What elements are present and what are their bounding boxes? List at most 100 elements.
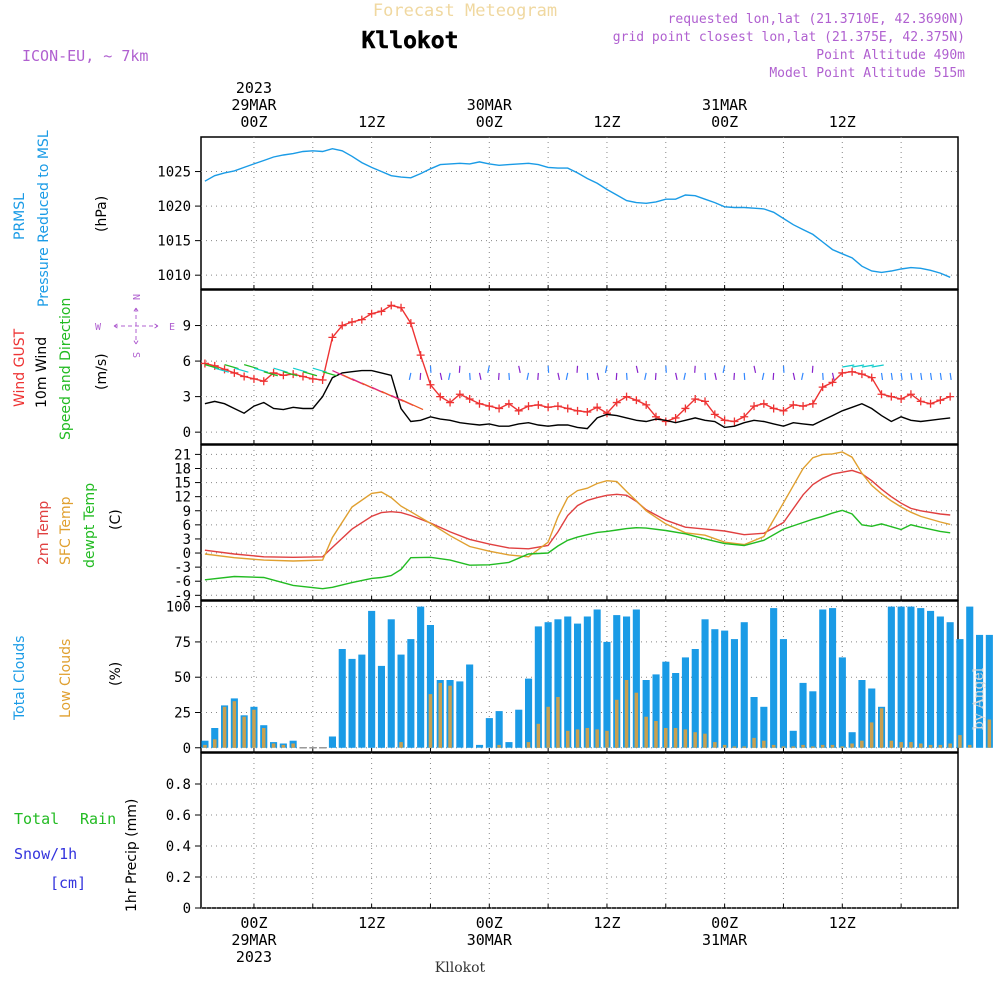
wind-direction-arrow: [939, 372, 942, 381]
total-clouds-bar: [397, 654, 405, 748]
wind-direction-arrow: [283, 371, 298, 377]
low-clouds-bar: [222, 706, 227, 748]
temperature-ytick-label: 12: [174, 490, 191, 506]
wind-direction-arrow: [429, 365, 432, 373]
wind-direction-arrow: [811, 365, 814, 373]
wind-direction-arrow: [526, 372, 530, 381]
total-clouds-bar: [730, 639, 738, 748]
top-time-label: 2023: [236, 79, 272, 97]
total-clouds-bar: [750, 697, 758, 748]
total-clouds-bar: [544, 622, 552, 748]
wind-direction-arrow: [625, 372, 628, 380]
low-clouds-bar: [703, 733, 707, 748]
requested-coords: requested lon,lat (21.3710E, 42.3690N): [668, 12, 965, 27]
low-clouds-bar: [693, 732, 697, 748]
gust-marker: [308, 374, 317, 383]
wind-direction-arrow: [469, 372, 471, 380]
low-clouds-bar: [683, 729, 688, 748]
gust-marker: [367, 309, 376, 318]
gust-marker: [397, 303, 406, 312]
precip-ytick-label: 0.8: [166, 777, 191, 793]
wind-direction-arrow: [722, 365, 726, 373]
total-clouds-bar: [338, 649, 346, 748]
total-clouds-bar: [417, 606, 425, 748]
bottom-time-label: 31MAR: [702, 931, 748, 949]
temperature-ytick-label: -9: [174, 588, 191, 604]
wind-direction-arrow: [458, 365, 461, 373]
wind-direction-arrow: [302, 371, 318, 377]
low-clouds-bar: [585, 728, 590, 748]
total-clouds-label: Total Clouds: [12, 636, 28, 721]
total-clouds-bar: [858, 680, 866, 748]
prmsl-line: [204, 147, 951, 278]
gust-marker: [514, 406, 523, 415]
total-clouds-bar: [201, 740, 209, 748]
bottom-time-label: 00Z: [711, 914, 738, 932]
low-clouds-bar: [938, 744, 943, 748]
snow-label: Snow/1h: [14, 845, 77, 863]
gust-marker: [593, 403, 602, 412]
temperature-ytick-label: 15: [174, 476, 191, 492]
low-clouds-bar: [644, 716, 648, 748]
low-clouds-bar: [879, 708, 884, 748]
total-clouds-bar: [868, 688, 876, 748]
temperature-ytick-label: 9: [183, 504, 191, 520]
low-clouds-bar: [968, 744, 972, 748]
total-clouds-bar: [691, 649, 699, 748]
gust-marker: [416, 351, 425, 360]
wind-direction-arrow: [604, 365, 608, 373]
total-clouds-bar: [211, 728, 219, 748]
total-clouds-bar: [789, 730, 797, 748]
gust-marker: [838, 368, 847, 377]
wind-direction-arrow: [557, 372, 561, 381]
low-clouds-bar: [958, 735, 962, 748]
wind-direction-arrow: [822, 372, 824, 380]
total-clouds-bar: [907, 606, 915, 748]
gust-marker: [455, 390, 464, 399]
low-clouds-bar: [791, 746, 795, 748]
pressure-ytick-label: 1020: [157, 199, 191, 215]
total-clouds-bar: [819, 609, 827, 748]
low-clouds-bar: [762, 740, 766, 748]
gust-marker: [544, 403, 553, 412]
wind-frame: [200, 289, 959, 445]
low-clouds-bar: [615, 699, 619, 748]
total-clouds-bar: [956, 639, 964, 748]
pressure-ylabel: (hPa): [94, 196, 110, 232]
gust-marker: [857, 370, 866, 379]
wind-direction-arrow: [704, 372, 707, 380]
low-clouds-bar: [664, 728, 668, 748]
low-clouds-bar: [771, 744, 776, 748]
low-clouds-bar: [673, 728, 678, 748]
total-clouds-bar: [848, 732, 856, 748]
pressure-ytick-label: 1015: [157, 234, 191, 250]
snow-unit-label: [cm]: [50, 874, 86, 892]
top-time-label: 29MAR: [231, 96, 277, 114]
low-clouds-bar: [575, 729, 580, 748]
temperature-ytick-label: 6: [183, 518, 191, 534]
low-clouds-bar: [448, 685, 452, 748]
pressure-ytick-label: 1010: [157, 268, 191, 284]
compass-e: E: [169, 322, 175, 333]
total-clouds-bar: [917, 608, 925, 748]
total-clouds-bar: [652, 674, 660, 748]
sfc-label: SFC Temp: [58, 496, 74, 565]
compass-rose: N S W E: [95, 294, 175, 358]
top-time-label: 00Z: [476, 113, 503, 131]
wind-direction-arrow: [293, 367, 308, 373]
total-clouds-bar: [476, 744, 484, 748]
total-clouds-bar: [505, 742, 513, 748]
wind-direction-arrow: [714, 372, 717, 381]
total-clouds-bar: [485, 718, 493, 748]
low-clouds-bar: [203, 744, 207, 748]
gust-marker: [524, 402, 533, 411]
gust-marker: [298, 372, 307, 381]
low-clouds-bar: [624, 680, 629, 748]
low-clouds-bar: [781, 746, 786, 748]
total-clouds-bar: [711, 629, 719, 748]
wind-ytick-label: 3: [183, 390, 191, 406]
10m-wind-line: [204, 369, 951, 430]
low-clouds-bar: [899, 742, 903, 748]
model-altitude: Model Point Altitude 515m: [769, 66, 965, 81]
